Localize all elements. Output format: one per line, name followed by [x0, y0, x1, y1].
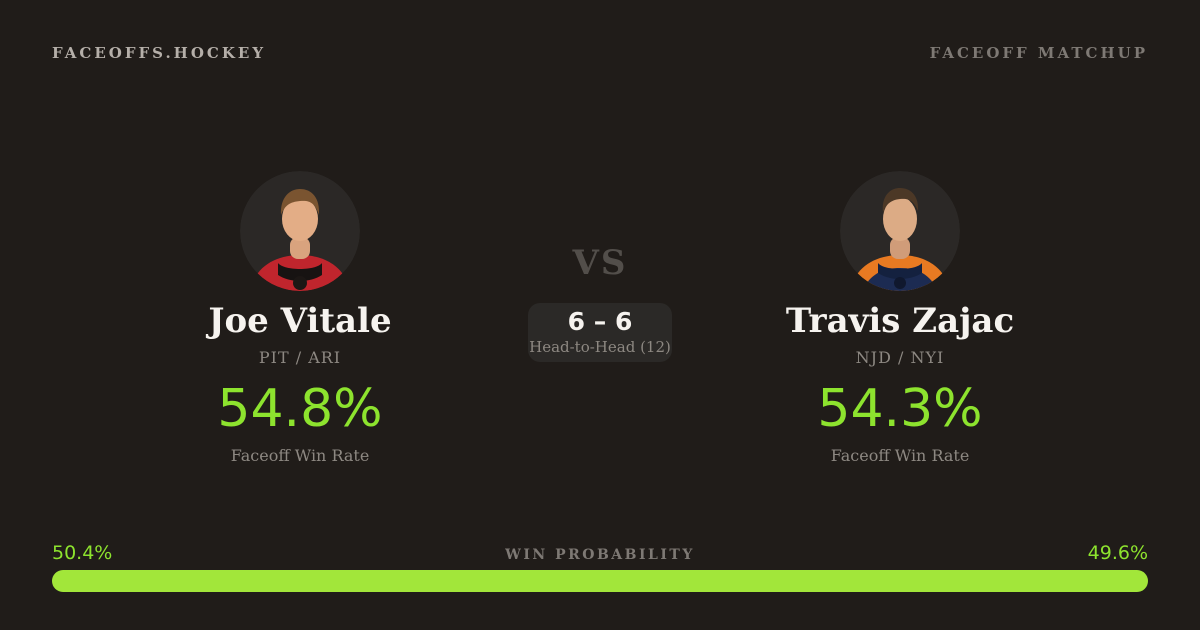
win-probability-title: WIN PROBABILITY: [505, 547, 695, 563]
vs-label: VS: [572, 243, 628, 283]
avatar: [240, 171, 360, 291]
win-probability-right-value: 49.6%: [1087, 542, 1148, 564]
matchup-center: VS 6 – 6 Head-to-Head (12): [500, 171, 700, 362]
win-probability-labels: 50.4% WIN PROBABILITY 49.6%: [52, 542, 1148, 564]
faceoff-win-rate-value: 54.8%: [217, 379, 383, 439]
player-card-right: Travis Zajac NJD / NYI 54.3% Faceoff Win…: [700, 171, 1100, 465]
win-probability-left-value: 50.4%: [52, 542, 113, 564]
head-to-head-card: 6 – 6 Head-to-Head (12): [528, 303, 672, 362]
faceoff-win-rate-value: 54.3%: [817, 379, 983, 439]
player-photo-icon: [840, 171, 960, 291]
player-teams: NJD / NYI: [855, 348, 945, 367]
header: FACEOFFS.HOCKEY FACEOFF MATCHUP: [52, 44, 1148, 62]
player-photo-icon: [240, 171, 360, 291]
player-name: Travis Zajac: [785, 301, 1015, 341]
player-name: Joe Vitale: [208, 301, 392, 341]
matchup-section: Joe Vitale PIT / ARI 54.8% Faceoff Win R…: [0, 171, 1200, 465]
head-to-head-score: 6 – 6: [567, 306, 633, 336]
win-probability-bar: [52, 570, 1148, 592]
site-logo: FACEOFFS.HOCKEY: [52, 44, 267, 62]
head-to-head-label: Head-to-Head (12): [529, 338, 671, 357]
player-card-left: Joe Vitale PIT / ARI 54.8% Faceoff Win R…: [100, 171, 500, 465]
faceoff-win-rate-label: Faceoff Win Rate: [230, 446, 370, 465]
faceoff-win-rate-label: Faceoff Win Rate: [830, 446, 970, 465]
probability-bar-right: [604, 570, 1148, 592]
probability-bar-left: [52, 570, 605, 592]
avatar: [840, 171, 960, 291]
page-title: FACEOFF MATCHUP: [929, 44, 1148, 62]
player-teams: PIT / ARI: [258, 348, 342, 367]
